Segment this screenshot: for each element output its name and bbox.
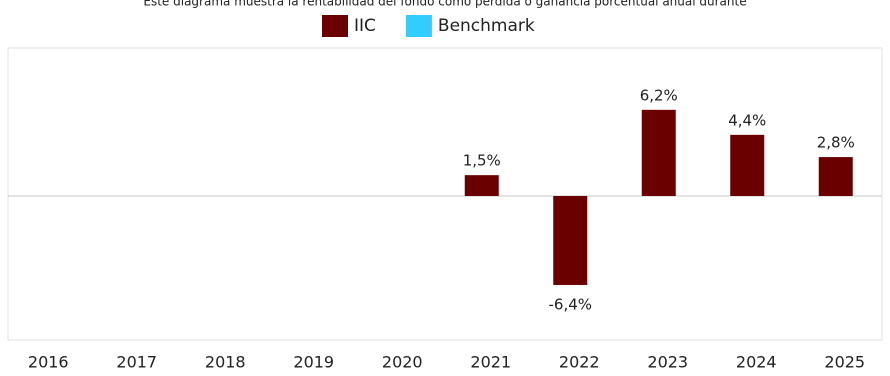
bar xyxy=(464,175,499,196)
x-tick-label: 2020 xyxy=(382,353,423,372)
legend-label: Benchmark xyxy=(438,16,535,36)
chart-subtitle: Este diagrama muestra la rentabilidad de… xyxy=(143,0,746,9)
data-label: 2,8% xyxy=(817,134,855,152)
x-tick-label: 2019 xyxy=(293,353,334,372)
legend-label: IIC xyxy=(354,16,376,36)
data-label: 4,4% xyxy=(728,111,766,129)
bar xyxy=(818,157,853,196)
x-tick-label: 2017 xyxy=(116,353,157,372)
legend-swatch xyxy=(322,15,348,37)
x-tick-label: 2024 xyxy=(736,353,777,372)
bar xyxy=(641,109,676,196)
x-tick-label: 2025 xyxy=(824,353,865,372)
x-tick-label: 2018 xyxy=(205,353,246,372)
data-label: 1,5% xyxy=(463,152,501,170)
bar xyxy=(553,196,588,285)
data-label: -6,4% xyxy=(548,295,592,313)
data-label: 6,2% xyxy=(640,86,678,104)
x-tick-label: 2023 xyxy=(647,353,688,372)
x-tick-label: 2021 xyxy=(470,353,511,372)
x-tick-label: 2016 xyxy=(28,353,69,372)
bar xyxy=(730,134,765,196)
legend-swatch xyxy=(405,15,432,37)
x-tick-label: 2022 xyxy=(559,353,600,372)
